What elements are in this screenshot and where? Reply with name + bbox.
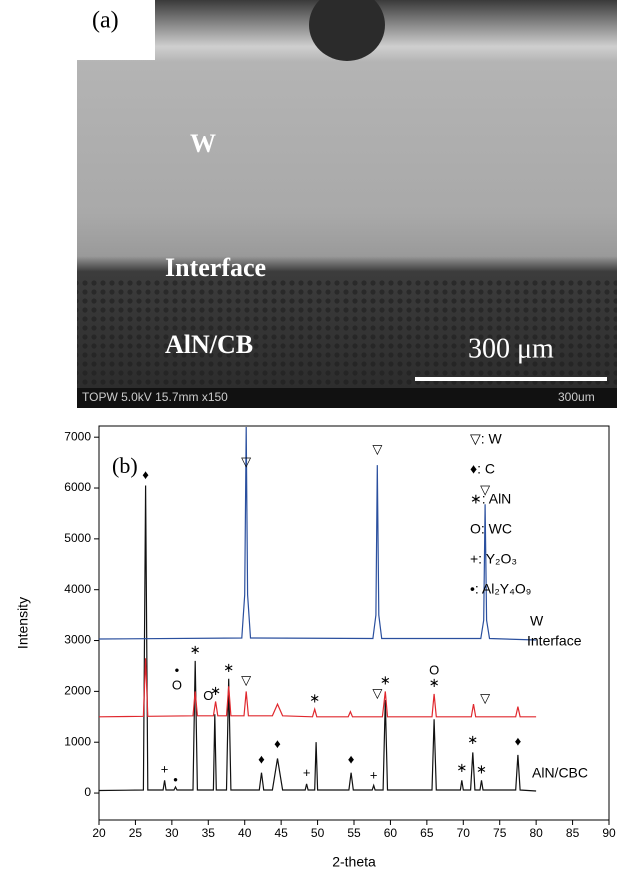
peak-marker: + xyxy=(370,768,378,783)
peak-marker: ∗ xyxy=(476,762,487,777)
peak-marker: ∗ xyxy=(429,675,440,690)
y-tick-label: 5000 xyxy=(64,531,91,545)
region-label: AlN/CB xyxy=(165,330,253,359)
key-entry: ♦: C xyxy=(470,461,495,477)
x-tick-label: 35 xyxy=(202,826,216,840)
panel-label: (b) xyxy=(112,453,138,478)
peak-marker: ∗ xyxy=(223,660,234,675)
series-line xyxy=(98,485,537,792)
x-tick-label: 85 xyxy=(566,826,580,840)
peak-marker: • xyxy=(175,662,180,677)
x-tick-label: 75 xyxy=(493,826,507,840)
peak-marker: ∗ xyxy=(190,642,201,657)
series-line xyxy=(98,658,537,718)
peak-marker: ∗ xyxy=(380,673,391,688)
x-tick-label: 25 xyxy=(129,826,143,840)
key-entry: ∗: AlN xyxy=(470,491,511,507)
peak-marker: ▽ xyxy=(480,690,490,705)
peak-marker: ▽ xyxy=(372,441,382,456)
peak-marker: ♦ xyxy=(274,736,281,751)
peak-marker: O xyxy=(203,688,213,703)
x-tick-label: 40 xyxy=(238,826,252,840)
peak-marker: ∗ xyxy=(456,760,467,775)
key-entry: O: WC xyxy=(470,521,512,537)
key-entry: •: Al₂Y₄O₉ xyxy=(470,581,531,597)
x-axis-title: 2-theta xyxy=(332,854,376,870)
y-tick-label: 1000 xyxy=(64,734,91,748)
region-label: Interface xyxy=(165,253,266,282)
series-label: Interface xyxy=(527,633,582,649)
peak-marker: ♦ xyxy=(258,751,265,766)
peak-marker: ♦ xyxy=(142,467,149,482)
region-label: W xyxy=(190,129,216,158)
peak-marker: • xyxy=(173,772,178,787)
key-entry: ▽: W xyxy=(470,431,503,447)
x-tick-label: 50 xyxy=(311,826,325,840)
peak-marker: ▽ xyxy=(480,482,490,497)
scale-label: 300 μm xyxy=(468,333,554,364)
sem-image xyxy=(77,0,617,408)
panel-label: (a) xyxy=(92,8,119,34)
series-label: W xyxy=(530,613,544,629)
y-tick-label: 6000 xyxy=(64,480,91,494)
x-tick-label: 90 xyxy=(602,826,616,840)
peak-marker: ▽ xyxy=(241,454,251,469)
y-tick-label: 3000 xyxy=(64,633,91,647)
sem-scale: 300um xyxy=(558,390,595,404)
peak-marker: ♦ xyxy=(515,734,522,749)
peak-marker: ▽ xyxy=(241,673,251,688)
y-tick-label: 7000 xyxy=(64,429,91,443)
series-label: AlN/CBC xyxy=(532,765,588,781)
x-tick-label: 65 xyxy=(420,826,434,840)
y-tick-label: 0 xyxy=(84,785,91,799)
x-tick-label: 80 xyxy=(529,826,543,840)
peak-marker: ∗ xyxy=(309,690,320,705)
x-tick-label: 20 xyxy=(92,826,106,840)
x-tick-label: 55 xyxy=(347,826,361,840)
peak-marker: O xyxy=(172,678,182,693)
x-tick-label: 30 xyxy=(165,826,179,840)
x-tick-label: 60 xyxy=(384,826,398,840)
peak-marker: ∗ xyxy=(210,683,221,698)
peak-marker: O xyxy=(429,662,439,677)
x-tick-label: 45 xyxy=(274,826,288,840)
series-line xyxy=(98,426,537,641)
key-entry: +: Y₂O₃ xyxy=(470,551,517,567)
peak-marker: ♦ xyxy=(348,751,355,766)
peak-marker: + xyxy=(303,765,311,780)
peak-marker: ∗ xyxy=(467,732,478,747)
y-axis-title: Intensity xyxy=(15,597,31,649)
sem-info: TOPW 5.0kV 15.7mm x150 xyxy=(82,390,228,404)
x-tick-label: 70 xyxy=(457,826,471,840)
y-tick-label: 4000 xyxy=(64,582,91,596)
peak-marker: ▽ xyxy=(372,685,382,700)
y-tick-label: 2000 xyxy=(64,684,91,698)
peak-marker: + xyxy=(161,762,169,777)
